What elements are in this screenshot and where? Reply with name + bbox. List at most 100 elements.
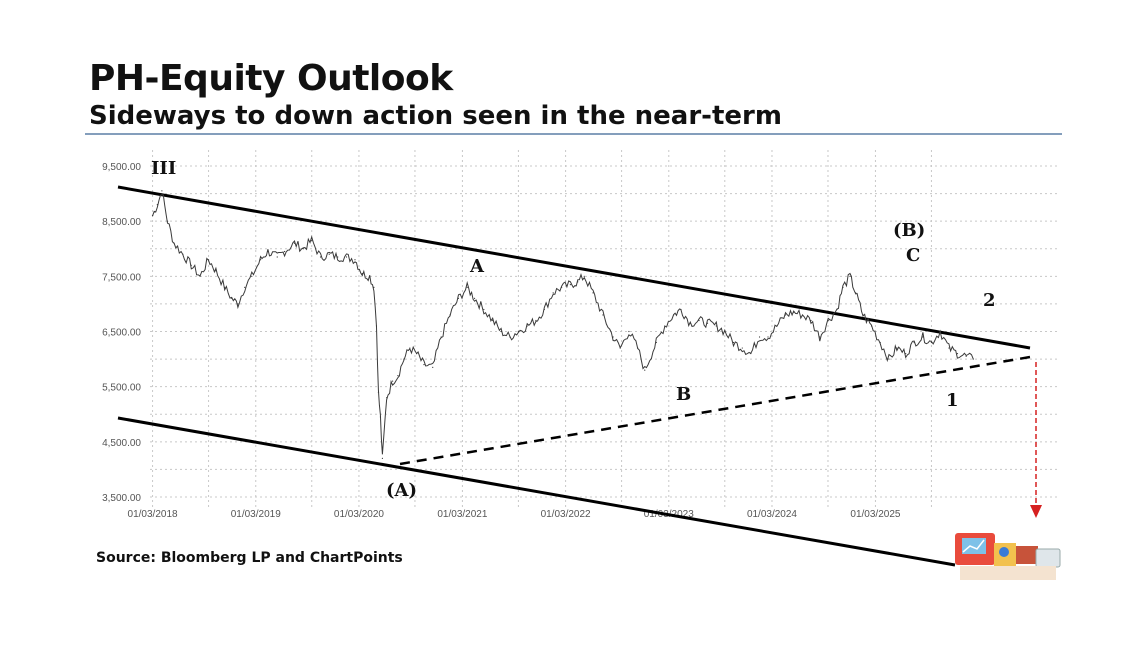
price-point — [457, 297, 460, 299]
price-point — [440, 336, 442, 338]
price-point — [793, 311, 795, 313]
wave-labels: III A B (A) (B) C 1 2 — [151, 158, 996, 501]
lower-channel-line — [117, 416, 956, 567]
trend-lines — [117, 185, 1031, 567]
price-point — [267, 250, 269, 253]
price-point — [375, 325, 378, 327]
price-point — [732, 341, 735, 344]
price-point — [758, 336, 761, 338]
upper-trendline — [117, 185, 1031, 350]
price-point — [592, 292, 594, 294]
price-point — [879, 341, 881, 344]
wave-label-1: 1 — [946, 390, 959, 411]
price-point — [397, 375, 399, 377]
price-point — [466, 286, 468, 288]
wave-label-A-paren: (A) — [386, 480, 417, 501]
price-point — [948, 347, 950, 349]
price-point — [379, 416, 382, 418]
y-axis: 9,500.00 8,500.00 7,500.00 6,500.00 5,500.00… — [102, 162, 141, 504]
price-point — [251, 275, 253, 277]
price-point — [767, 336, 769, 338]
price-point — [151, 215, 154, 217]
price-line — [152, 194, 974, 455]
price-point — [535, 319, 537, 322]
mascot-illustration — [955, 533, 1061, 580]
price-point — [715, 325, 717, 327]
price-point — [888, 358, 890, 360]
price-point — [244, 286, 246, 288]
wave-label-III: III — [151, 158, 176, 179]
price-point — [842, 286, 844, 288]
x-tick-label: 01/03/2019 — [231, 509, 281, 520]
price-point — [526, 325, 528, 327]
price-point — [637, 347, 639, 349]
price-point — [561, 286, 563, 288]
price-point — [517, 330, 519, 333]
price-point — [862, 314, 864, 316]
price-point — [432, 366, 434, 368]
price-point — [259, 259, 262, 261]
price-point — [377, 391, 380, 393]
price-point — [905, 352, 907, 355]
price-point — [965, 355, 967, 357]
price-point — [896, 347, 898, 349]
price-point — [922, 336, 924, 338]
price-point — [706, 322, 709, 324]
price-point — [182, 253, 184, 255]
price-point — [345, 256, 348, 258]
price-point — [724, 330, 726, 333]
price-point — [381, 457, 384, 459]
x-axis: 01/03/2018 01/03/2019 01/03/2020 01/03/2021… — [128, 509, 901, 520]
price-point — [190, 264, 192, 266]
price-point — [328, 253, 330, 255]
price-point — [231, 297, 233, 299]
price-point — [293, 242, 296, 244]
x-tick-label: 01/03/2025 — [850, 509, 900, 520]
wave-label-2: 2 — [983, 290, 996, 311]
price-point — [409, 347, 411, 349]
downside-arrow-head — [1030, 505, 1042, 518]
price-point — [373, 286, 375, 288]
chart-grid — [150, 150, 1060, 510]
price-point — [689, 322, 691, 324]
price-series — [151, 190, 974, 459]
price-point — [361, 272, 363, 275]
dashed-support-line — [399, 355, 1031, 466]
price-point — [741, 347, 743, 349]
price-point — [801, 314, 804, 316]
x-tick-label: 01/03/2022 — [541, 509, 591, 520]
price-point — [283, 250, 286, 253]
price-point — [166, 220, 169, 222]
price-point — [655, 341, 657, 344]
price-point — [237, 303, 239, 305]
price-point — [391, 380, 394, 382]
price-point — [956, 352, 959, 355]
price-point — [449, 314, 451, 316]
y-tick-label: 4,500.00 — [102, 438, 141, 449]
price-point — [628, 330, 630, 333]
x-tick-label: 01/03/2018 — [128, 509, 178, 520]
price-point — [302, 248, 304, 250]
price-point — [552, 292, 554, 294]
price-point — [870, 325, 873, 327]
x-tick-label: 01/03/2020 — [334, 509, 384, 520]
price-point — [156, 204, 158, 206]
price-point — [337, 256, 339, 258]
y-tick-label: 6,500.00 — [102, 328, 141, 339]
wave-label-C: C — [906, 245, 920, 266]
price-point — [369, 275, 371, 277]
price-point — [836, 308, 838, 311]
price-point — [403, 358, 405, 360]
price-point — [698, 319, 700, 322]
price-point — [855, 292, 857, 294]
wave-label-A: A — [469, 256, 485, 277]
price-point — [612, 336, 614, 338]
price-point — [473, 297, 476, 299]
price-point — [276, 256, 278, 258]
page-subtitle: Sideways to down action seen in the near… — [89, 101, 782, 131]
y-tick-label: 9,500.00 — [102, 162, 141, 173]
y-tick-label: 8,500.00 — [102, 217, 141, 228]
price-point — [509, 336, 511, 338]
